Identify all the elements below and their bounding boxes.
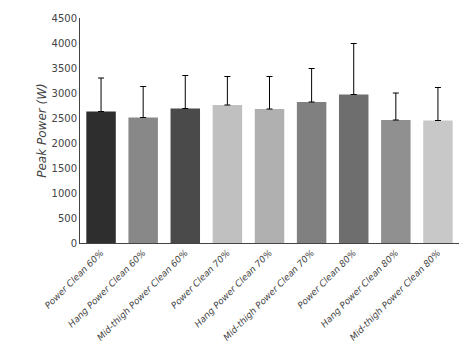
svg-text:3000: 3000 bbox=[52, 88, 77, 99]
svg-text:4000: 4000 bbox=[52, 38, 77, 49]
svg-text:Hang Power Clean 60%: Hang Power Clean 60% bbox=[66, 248, 148, 330]
svg-text:2000: 2000 bbox=[52, 138, 77, 149]
svg-text:Power Clean 70%: Power Clean 70% bbox=[169, 248, 232, 311]
svg-text:Power Clean 60%: Power Clean 60% bbox=[43, 248, 106, 311]
svg-text:Hang Power Clean 80%: Hang Power Clean 80% bbox=[319, 248, 401, 330]
svg-text:3500: 3500 bbox=[52, 63, 77, 74]
svg-text:Hang Power Clean 70%: Hang Power Clean 70% bbox=[193, 248, 275, 330]
svg-text:Mid-thigh Power Clean 70%: Mid-thigh Power Clean 70% bbox=[221, 248, 316, 343]
svg-text:Mid-thigh Power Clean 80%: Mid-thigh Power Clean 80% bbox=[348, 248, 443, 343]
svg-text:1000: 1000 bbox=[52, 188, 77, 199]
svg-text:4500: 4500 bbox=[52, 13, 77, 24]
svg-text:1500: 1500 bbox=[52, 163, 77, 174]
svg-text:Mid-thigh Power Clean 60%: Mid-thigh Power Clean 60% bbox=[95, 248, 190, 343]
svg-text:Peak Power (W): Peak Power (W) bbox=[35, 83, 49, 178]
svg-text:500: 500 bbox=[58, 213, 77, 224]
svg-text:0: 0 bbox=[71, 238, 77, 249]
svg-text:2500: 2500 bbox=[52, 113, 77, 124]
svg-text:Power Clean 80%: Power Clean 80% bbox=[296, 248, 359, 311]
